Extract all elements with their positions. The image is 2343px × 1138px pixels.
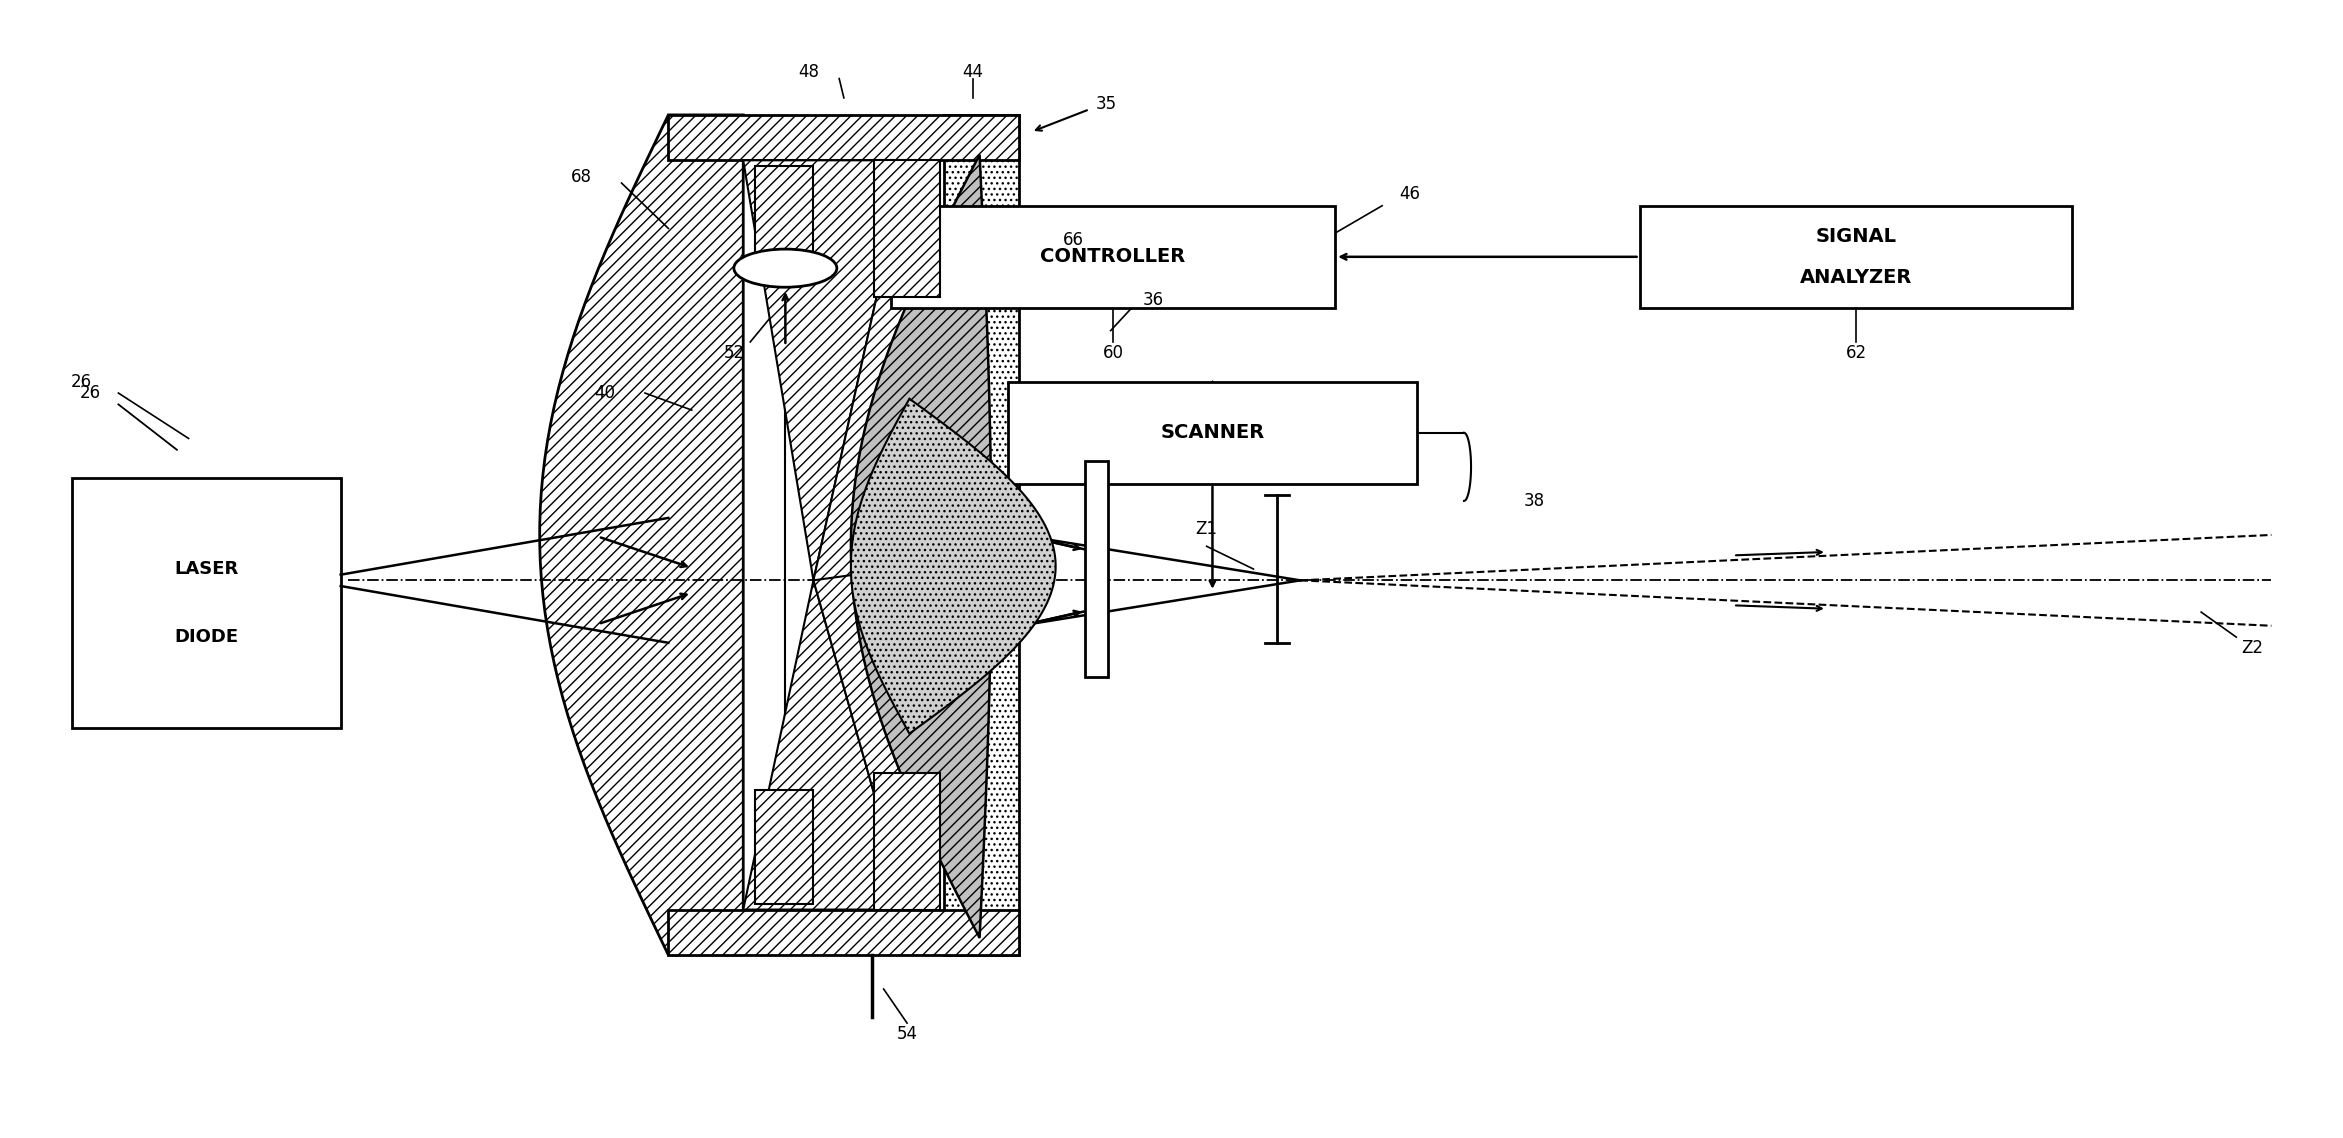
Text: 52: 52 [724, 345, 745, 362]
Bar [668, 909, 1019, 955]
Polygon shape [743, 160, 907, 580]
Bar [874, 774, 940, 909]
Text: Z1: Z1 [1195, 520, 1218, 538]
Polygon shape [813, 160, 907, 592]
Text: 60: 60 [1104, 345, 1125, 362]
Text: 62: 62 [1846, 345, 1867, 362]
Polygon shape [944, 115, 1019, 955]
Ellipse shape [733, 249, 836, 287]
Bar [1640, 206, 2074, 308]
Text: DIODE: DIODE [173, 628, 239, 646]
Polygon shape [851, 398, 1057, 734]
Polygon shape [813, 569, 907, 909]
Text: 66: 66 [1064, 231, 1085, 249]
Text: 26: 26 [80, 384, 101, 402]
Text: 54: 54 [897, 1025, 918, 1044]
Text: LASER: LASER [173, 560, 239, 578]
Polygon shape [539, 115, 743, 955]
Text: 42: 42 [736, 254, 757, 272]
Text: 40: 40 [595, 384, 616, 402]
Polygon shape [743, 580, 907, 909]
Bar [1085, 461, 1108, 677]
Text: CONTROLLER: CONTROLLER [1040, 247, 1186, 266]
Bar [874, 160, 940, 297]
Text: 46: 46 [1399, 185, 1420, 204]
Bar [73, 478, 340, 728]
Text: 36: 36 [1143, 291, 1164, 308]
Text: V: V [780, 261, 792, 275]
Text: 38: 38 [1523, 492, 1544, 510]
Bar [754, 791, 813, 904]
Text: 35: 35 [1097, 94, 1118, 113]
Text: Z2: Z2 [2242, 640, 2263, 658]
Polygon shape [851, 155, 991, 938]
Text: 44: 44 [963, 63, 984, 81]
Bar [890, 206, 1336, 308]
Text: SCANNER: SCANNER [1160, 423, 1265, 443]
Text: ANALYZER: ANALYZER [1799, 267, 1912, 287]
Text: SIGNAL: SIGNAL [1816, 226, 1895, 246]
Bar [754, 166, 813, 280]
Text: 26: 26 [70, 372, 91, 390]
Bar [668, 115, 1019, 160]
Text: 68: 68 [572, 168, 593, 187]
Text: 48: 48 [799, 63, 820, 81]
Bar [1007, 381, 1418, 484]
